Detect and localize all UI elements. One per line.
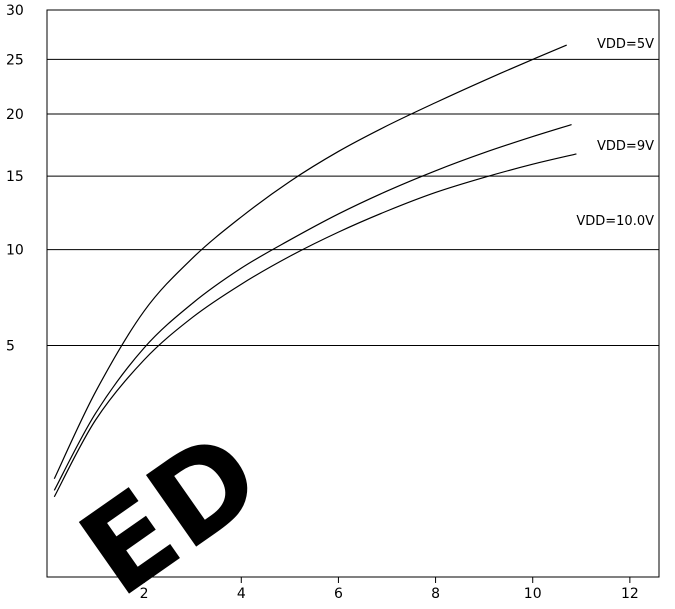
x-tick-label-2: 2 [140, 586, 149, 602]
y-tick-label-30: 30 [6, 3, 24, 19]
watermark-text: ED [57, 406, 285, 609]
series-line-vdd-9v [53, 124, 572, 491]
y-tick-label-5: 5 [6, 339, 15, 355]
y-tick-label-10: 10 [6, 243, 24, 259]
plot-frame [46, 9, 660, 578]
series-label-vdd-5v: VDD=5V [597, 37, 654, 52]
series-line-vdd-5v [53, 44, 567, 480]
x-tick-label-6: 6 [334, 586, 343, 602]
grid-layer [46, 9, 660, 583]
series-label-vdd-10-0v: VDD=10.0V [576, 214, 654, 229]
y-tick-label-20: 20 [6, 107, 24, 123]
x-tick-label-10: 10 [524, 586, 542, 602]
series-line-vdd-10-0v [53, 153, 577, 498]
x-tick-label-8: 8 [431, 586, 440, 602]
series-layer [53, 44, 577, 498]
x-tick-label-4: 4 [237, 586, 246, 602]
label-layer: 5 10 15 20 25 30 2 4 6 8 10 12 VDD=5V VDD=9V VDD=10.0V [6, 3, 654, 602]
series-label-vdd-9v: VDD=9V [597, 139, 654, 154]
x-tick-label-12: 12 [621, 586, 639, 602]
y-tick-label-15: 15 [6, 169, 24, 185]
y-tick-label-25: 25 [6, 52, 24, 68]
